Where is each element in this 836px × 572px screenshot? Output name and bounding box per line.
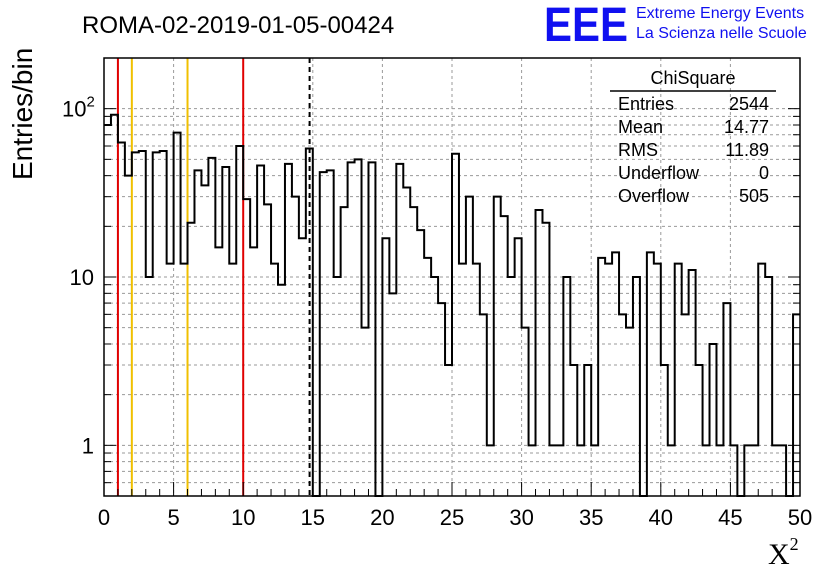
x-axis-ticks: 0 5 10 15 20 25 30 35 40 45 50 xyxy=(98,482,812,530)
stat-label: Overflow xyxy=(618,186,690,206)
histogram-outline xyxy=(104,113,800,497)
statistics-box: ChiSquare Entries 2544 Mean 14.77 RMS 11.89 Un… xyxy=(610,68,776,206)
chart-title: ROMA-02-2019-01-05-00424 xyxy=(82,12,394,39)
x-tick-label: 10 xyxy=(231,505,255,530)
x-tick-label: 40 xyxy=(649,505,673,530)
y-axis-ticks: 1 10 102 xyxy=(62,94,95,459)
stats-title: ChiSquare xyxy=(650,68,735,88)
stat-label: Entries xyxy=(618,94,674,114)
stat-label: Underflow xyxy=(618,163,700,183)
x-tick-label: 15 xyxy=(301,505,325,530)
stat-value: 0 xyxy=(759,163,769,183)
y-tick-label: 102 xyxy=(62,94,95,122)
stat-value: 505 xyxy=(739,186,769,206)
reference-lines xyxy=(116,58,311,496)
x-tick-label: 50 xyxy=(788,505,812,530)
x-tick-label: 20 xyxy=(370,505,394,530)
x-tick-label: 35 xyxy=(579,505,603,530)
logo-text-line1: Extreme Energy Events xyxy=(636,5,804,22)
x-tick-label: 45 xyxy=(718,505,742,530)
x-axis-label-superscript: 2 xyxy=(790,534,799,554)
x-tick-label: 25 xyxy=(440,505,464,530)
x-axis-label-symbol: X xyxy=(768,538,790,571)
stat-value: 14.77 xyxy=(724,117,769,137)
stat-label: RMS xyxy=(618,140,658,160)
y-axis-label: Entries/bin xyxy=(7,48,38,180)
x-tick-label: 0 xyxy=(98,505,110,530)
y-tick-label: 10 xyxy=(70,265,94,290)
x-tick-label: 30 xyxy=(509,505,533,530)
stat-value: 11.89 xyxy=(725,140,769,160)
stat-label: Mean xyxy=(618,117,663,137)
x-tick-label: 5 xyxy=(167,505,179,530)
stat-value: 2544 xyxy=(729,94,769,114)
x-axis-label: X2 xyxy=(768,534,799,571)
y-tick-label: 1 xyxy=(82,433,94,458)
eee-logo: EEE xyxy=(544,0,628,52)
logo-text-line2: La Scienza nelle Scuole xyxy=(636,25,807,42)
